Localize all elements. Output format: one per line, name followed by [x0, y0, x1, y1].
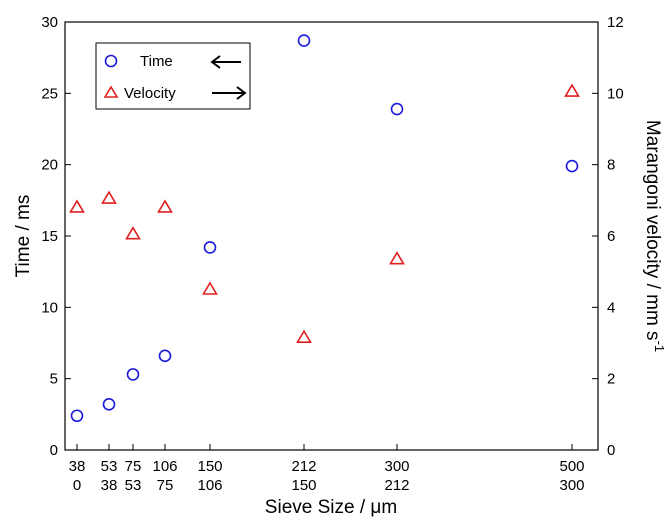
legend-velocity-marker	[103, 85, 119, 98]
time-point-1	[102, 398, 116, 411]
time-point-2	[126, 368, 140, 381]
data-marks	[69, 34, 580, 423]
left-tick-label-6: 30	[41, 14, 58, 31]
time-point-0	[70, 409, 84, 423]
right-axis-ticks: 0 2 4 6 8 10 12	[592, 14, 624, 459]
left-axis-ticks: 0 5 10 15 20 25 30	[41, 14, 71, 459]
left-arrow-icon	[210, 55, 241, 69]
time-point-7	[565, 159, 579, 173]
x-tick-label-top-2: 75	[125, 458, 142, 475]
legend-time-marker	[104, 54, 118, 68]
velocity-point-4	[202, 281, 218, 295]
x-tick-label-bottom-7: 300	[559, 477, 584, 494]
x-axis-ticks: 38 0 53 38 75 53 106 75 150 106 212 150 300 212 500 300	[69, 444, 585, 494]
left-tick-label-3: 15	[41, 228, 58, 245]
velocity-point-2	[125, 226, 141, 240]
right-tick-label-1: 2	[607, 371, 615, 388]
right-arrow-icon	[212, 86, 247, 100]
velocity-point-6	[389, 251, 405, 265]
x-tick-label-top-4: 150	[197, 458, 222, 475]
right-axis-title-sup: -1	[652, 341, 665, 353]
x-tick-label-bottom-0: 0	[73, 477, 81, 494]
x-tick-label-bottom-6: 212	[384, 477, 409, 494]
left-tick-label-4: 20	[41, 157, 58, 174]
velocity-point-0	[69, 199, 85, 213]
right-tick-label-4: 8	[607, 157, 615, 174]
time-point-3	[158, 349, 172, 363]
x-tick-label-top-7: 500	[559, 458, 584, 475]
x-tick-label-bottom-4: 106	[197, 477, 222, 494]
right-axis-title: Marangoni velocity / mm s-1	[642, 120, 665, 352]
velocity-point-3	[157, 199, 173, 213]
right-tick-label-3: 6	[607, 228, 615, 245]
x-tick-label-top-6: 300	[384, 458, 409, 475]
x-tick-label-bottom-5: 150	[291, 477, 316, 494]
left-tick-label-2: 10	[41, 299, 58, 316]
right-tick-label-0: 0	[607, 442, 615, 459]
right-tick-label-5: 10	[607, 85, 624, 102]
left-tick-label-5: 25	[41, 85, 58, 102]
x-tick-label-top-0: 38	[69, 458, 86, 475]
x-tick-label-bottom-3: 75	[157, 477, 174, 494]
velocity-point-1	[101, 190, 117, 204]
x-tick-label-bottom-2: 53	[125, 477, 142, 494]
legend-velocity-label: Velocity	[124, 85, 176, 102]
x-axis-title: Sieve Size / μm	[265, 497, 397, 518]
x-tick-label-bottom-1: 38	[101, 477, 118, 494]
legend: Time Velocity	[95, 42, 251, 110]
left-tick-label-0: 0	[50, 442, 58, 459]
x-tick-label-top-3: 106	[152, 458, 177, 475]
legend-time-label: Time	[140, 53, 173, 70]
right-tick-label-2: 4	[607, 299, 615, 316]
right-tick-label-6: 12	[607, 14, 624, 31]
left-axis-title: Time / ms	[13, 195, 34, 278]
right-axis-title-main: Marangoni velocity / mm s	[642, 120, 663, 341]
x-tick-label-top-1: 53	[101, 458, 118, 475]
time-point-5	[297, 34, 311, 47]
legend-box	[95, 42, 251, 110]
velocity-point-5	[296, 329, 312, 343]
time-point-4	[203, 241, 217, 254]
x-tick-label-top-5: 212	[291, 458, 316, 475]
time-point-6	[390, 102, 404, 116]
velocity-point-7	[564, 83, 580, 97]
left-tick-label-1: 5	[50, 371, 58, 388]
